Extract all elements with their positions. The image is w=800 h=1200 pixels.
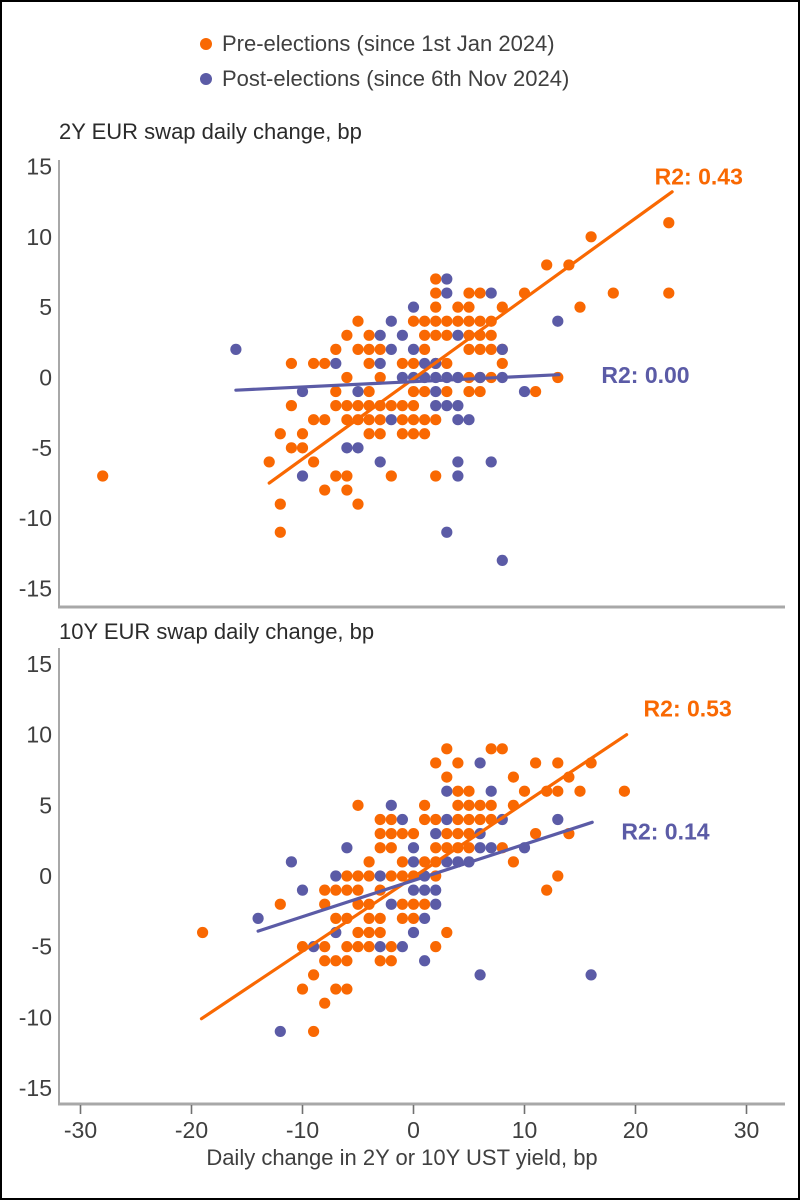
svg-text:R2: 0.43: R2: 0.43 xyxy=(655,164,743,190)
pre-elections-marker-icon xyxy=(200,37,212,50)
svg-text:-5: -5 xyxy=(32,934,52,960)
svg-text:0: 0 xyxy=(407,1117,420,1143)
svg-text:10: 10 xyxy=(26,722,52,748)
chart2-title: 10Y EUR swap daily change, bp xyxy=(59,619,375,644)
legend-label-pre-elections: Pre-elections (since 1st Jan 2024) xyxy=(222,30,555,56)
svg-text:-15: -15 xyxy=(19,1075,52,1101)
svg-text:-5: -5 xyxy=(32,435,52,461)
svg-text:10: 10 xyxy=(512,1117,538,1143)
chart1-title: 2Y EUR swap daily change, bp xyxy=(59,119,362,144)
svg-text:R2: 0.53: R2: 0.53 xyxy=(644,695,732,721)
svg-text:-10: -10 xyxy=(19,1004,52,1030)
svg-text:10: 10 xyxy=(26,224,52,250)
svg-text:R2: 0.14: R2: 0.14 xyxy=(621,818,709,844)
svg-text:30: 30 xyxy=(734,1117,760,1143)
svg-text:-30: -30 xyxy=(64,1117,97,1143)
svg-text:5: 5 xyxy=(39,792,52,818)
svg-text:5: 5 xyxy=(39,294,52,320)
svg-text:15: 15 xyxy=(26,651,52,677)
svg-text:-20: -20 xyxy=(175,1117,208,1143)
legend-item-post-elections: Post-elections (since 6th Nov 2024) xyxy=(200,61,569,96)
svg-text:0: 0 xyxy=(39,365,52,391)
svg-text:-10: -10 xyxy=(286,1117,319,1143)
svg-text:20: 20 xyxy=(623,1117,649,1143)
svg-text:15: 15 xyxy=(26,153,52,179)
legend-label-post-elections: Post-elections (since 6th Nov 2024) xyxy=(222,65,570,91)
legend: Pre-elections (since 1st Jan 2024) Post-… xyxy=(200,26,569,96)
x-axis-title: Daily change in 2Y or 10Y UST yield, bp xyxy=(206,1145,598,1170)
svg-text:0: 0 xyxy=(39,863,52,889)
post-elections-marker-icon xyxy=(200,72,212,85)
svg-text:R2: 0.00: R2: 0.00 xyxy=(601,362,689,388)
svg-text:-10: -10 xyxy=(19,505,52,531)
svg-text:-15: -15 xyxy=(19,576,52,602)
legend-item-pre-elections: Pre-elections (since 1st Jan 2024) xyxy=(200,26,569,61)
